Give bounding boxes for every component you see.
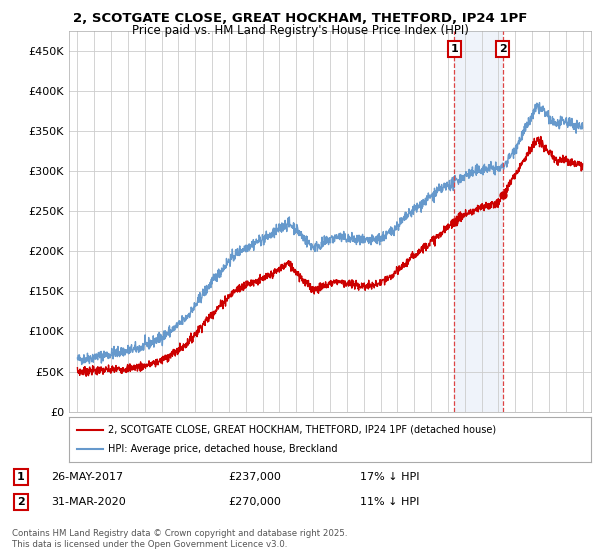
Text: 2: 2 bbox=[499, 44, 506, 54]
Text: 1: 1 bbox=[451, 44, 458, 54]
Bar bbox=[454, 31, 503, 412]
Text: £237,000: £237,000 bbox=[228, 472, 281, 482]
Text: 17% ↓ HPI: 17% ↓ HPI bbox=[360, 472, 419, 482]
Text: 31-MAR-2020: 31-MAR-2020 bbox=[51, 497, 126, 507]
Text: 26-MAY-2017: 26-MAY-2017 bbox=[51, 472, 123, 482]
Text: HPI: Average price, detached house, Breckland: HPI: Average price, detached house, Brec… bbox=[108, 445, 338, 455]
Text: 2, SCOTGATE CLOSE, GREAT HOCKHAM, THETFORD, IP24 1PF: 2, SCOTGATE CLOSE, GREAT HOCKHAM, THETFO… bbox=[73, 12, 527, 25]
Text: £270,000: £270,000 bbox=[228, 497, 281, 507]
Text: 2, SCOTGATE CLOSE, GREAT HOCKHAM, THETFORD, IP24 1PF (detached house): 2, SCOTGATE CLOSE, GREAT HOCKHAM, THETFO… bbox=[108, 424, 496, 435]
Text: 2: 2 bbox=[17, 497, 25, 507]
Text: Price paid vs. HM Land Registry's House Price Index (HPI): Price paid vs. HM Land Registry's House … bbox=[131, 24, 469, 37]
Text: Contains HM Land Registry data © Crown copyright and database right 2025.
This d: Contains HM Land Registry data © Crown c… bbox=[12, 529, 347, 549]
Text: 11% ↓ HPI: 11% ↓ HPI bbox=[360, 497, 419, 507]
Text: 1: 1 bbox=[17, 472, 25, 482]
